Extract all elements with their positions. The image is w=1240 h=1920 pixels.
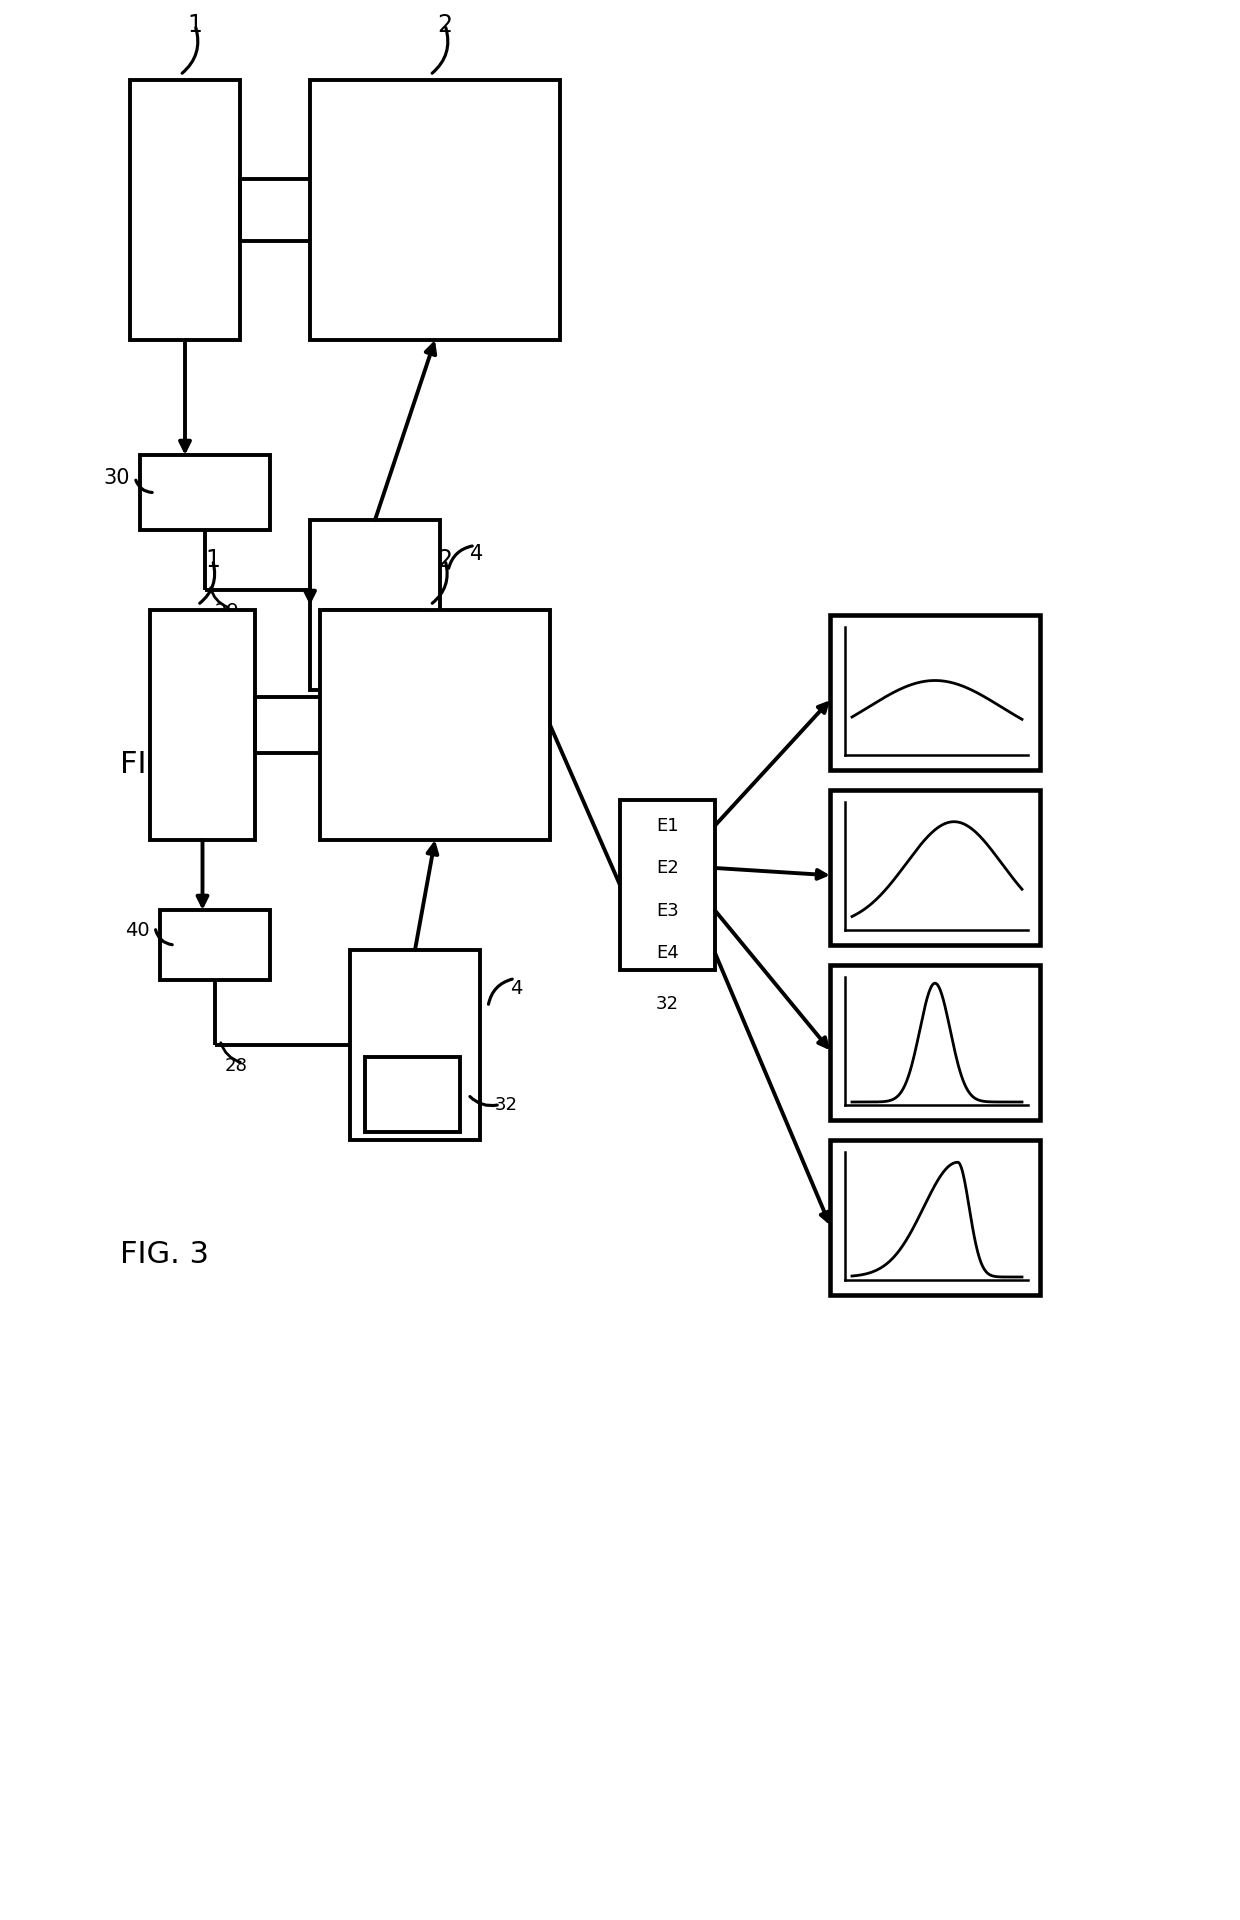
Text: E1: E1: [656, 816, 678, 835]
FancyBboxPatch shape: [830, 1140, 1040, 1294]
Text: 4: 4: [470, 543, 484, 564]
FancyBboxPatch shape: [130, 81, 241, 340]
Text: FIG. 2: FIG. 2: [120, 751, 208, 780]
FancyBboxPatch shape: [320, 611, 551, 841]
FancyBboxPatch shape: [365, 1058, 460, 1133]
FancyBboxPatch shape: [350, 950, 480, 1140]
Text: FIG. 3: FIG. 3: [120, 1240, 210, 1269]
Text: 32: 32: [656, 995, 680, 1014]
FancyBboxPatch shape: [830, 789, 1040, 945]
Text: E2: E2: [656, 858, 678, 877]
Text: E4: E4: [656, 945, 678, 962]
FancyBboxPatch shape: [620, 801, 715, 970]
Text: 1: 1: [187, 13, 202, 36]
FancyBboxPatch shape: [310, 81, 560, 340]
Text: 1: 1: [205, 547, 219, 572]
Text: E3: E3: [656, 902, 678, 920]
Text: 40: 40: [125, 920, 150, 939]
Text: 2: 2: [438, 13, 453, 36]
Text: 32: 32: [495, 1096, 518, 1114]
FancyBboxPatch shape: [150, 611, 255, 841]
Text: 2: 2: [438, 547, 453, 572]
FancyBboxPatch shape: [140, 455, 270, 530]
FancyBboxPatch shape: [310, 520, 440, 689]
Text: 4: 4: [510, 979, 522, 998]
Text: 32: 32: [455, 647, 480, 666]
Text: 28: 28: [224, 1058, 248, 1075]
FancyBboxPatch shape: [325, 611, 420, 682]
FancyBboxPatch shape: [830, 966, 1040, 1119]
Text: 29: 29: [215, 603, 239, 620]
Text: 30: 30: [103, 467, 130, 488]
FancyBboxPatch shape: [830, 614, 1040, 770]
FancyBboxPatch shape: [160, 910, 270, 979]
